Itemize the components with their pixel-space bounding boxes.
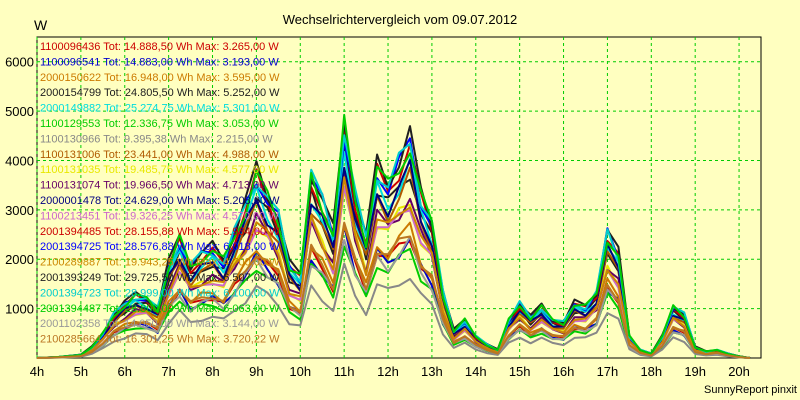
x-tick-label: 14h [465,364,487,379]
legend-entry: 2000001478 Tot: 24.629,00 Wh Max: 5.208,… [40,195,280,207]
legend-entry: 1100130966 Tot: 9.395,38 Wh Max: 2.215,0… [40,133,273,145]
legend-entry: 1100213451 Tot: 19.326,25 Wh Max: 4.570,… [40,210,279,222]
series-group [36,113,751,359]
legend-entry: 1100131035 Tot: 19.485,75 Wh Max: 4.577,… [40,164,279,176]
footer-credit: SunnyReport pinxit [704,384,797,396]
legend-entry: 2001393249 Tot: 29.725,50 Wh Max: 6.507,… [40,272,280,284]
legend-entry: 2000150622 Tot: 16.948,00 Wh Max: 3.595,… [40,72,280,84]
x-tick-label: 9h [249,364,263,379]
legend-entry: 2001394485 Tot: 28.155,88 Wh Max: 5.934,… [40,226,280,238]
legend-entry: 1100096541 Tot: 14.883,00 Wh Max: 3.193,… [40,56,279,68]
y-axis: 1000 2000 3000 4000 5000 6000 [5,55,34,317]
x-tick-label: 18h [640,364,662,379]
x-tick-label: 17h [597,364,619,379]
x-tick-label: 19h [684,364,706,379]
legend-entry: 2001394723 Tot: 28.999,00 Wh Max: 6.100,… [40,287,280,299]
legend-entry: 1100131074 Tot: 19.966,50 Wh Max: 4.713,… [40,180,279,192]
x-tick-label: 8h [205,364,219,379]
legend: 1100096436 Tot: 14.888,50 Wh Max: 3.265,… [40,41,280,346]
x-tick-label: 15h [509,364,531,379]
x-tick-label: 20h [728,364,750,379]
y-axis-label: W [34,17,48,33]
x-tick-label: 5h [74,364,88,379]
legend-entry: 2000154799 Tot: 24.805,50 Wh Max: 5.252,… [40,87,280,99]
y-tick-label: 2000 [5,252,34,267]
legend-entry: 2100285664 Tot: 16.301,25 Wh Max: 3.720,… [40,334,280,346]
series-line [36,113,751,359]
x-tick-label: 13h [421,364,443,379]
x-tick-label: 16h [553,364,575,379]
legend-entry: 2001394487 Tot: 28.800,00 Wh Max: 6.063,… [40,303,280,315]
x-tick-label: 11h [334,364,355,379]
legend-entry: 2001394725 Tot: 28.576,88 Wh Max: 6.018,… [40,241,280,253]
series-line [36,235,751,359]
x-tick-label: 10h [289,364,311,379]
legend-entry: 2001102358 Tot: 14.050,00 Wh Max: 3.144,… [40,318,279,330]
chart-title: Wechselrichtervergleich vom 09.07.2012 [283,12,518,27]
series-line [36,262,751,359]
y-tick-label: 4000 [5,153,34,168]
series-line [36,176,751,359]
legend-entry: 2000149882 Tot: 25.274,75 Wh Max: 5.301,… [40,103,280,115]
legend-entry: 1100131006 Tot: 23.441,00 Wh Max: 4.988,… [40,149,279,161]
series-line [36,221,751,359]
legend-entry: 1100129553 Tot: 12.336,75 Wh Max: 3.053,… [40,118,279,130]
legend-entry: 1100096436 Tot: 14.888,50 Wh Max: 3.265,… [40,41,279,53]
x-axis: 4h 5h 6h 7h 8h 9h 10h 11h 12h 13h 14h 15h 16h 17h 18h 1… [30,364,750,379]
y-tick-label: 6000 [5,55,34,70]
legend-entry: 2100289887 Tot: 19.943,25 Wh Max: 4.700,… [40,257,280,269]
x-tick-label: 4h [30,364,44,379]
y-tick-label: 5000 [5,104,34,119]
y-tick-label: 3000 [5,203,34,218]
x-tick-label: 6h [118,364,132,379]
x-tick-label: 12h [377,364,399,379]
y-tick-label: 1000 [5,302,34,317]
x-tick-label: 7h [161,364,175,379]
